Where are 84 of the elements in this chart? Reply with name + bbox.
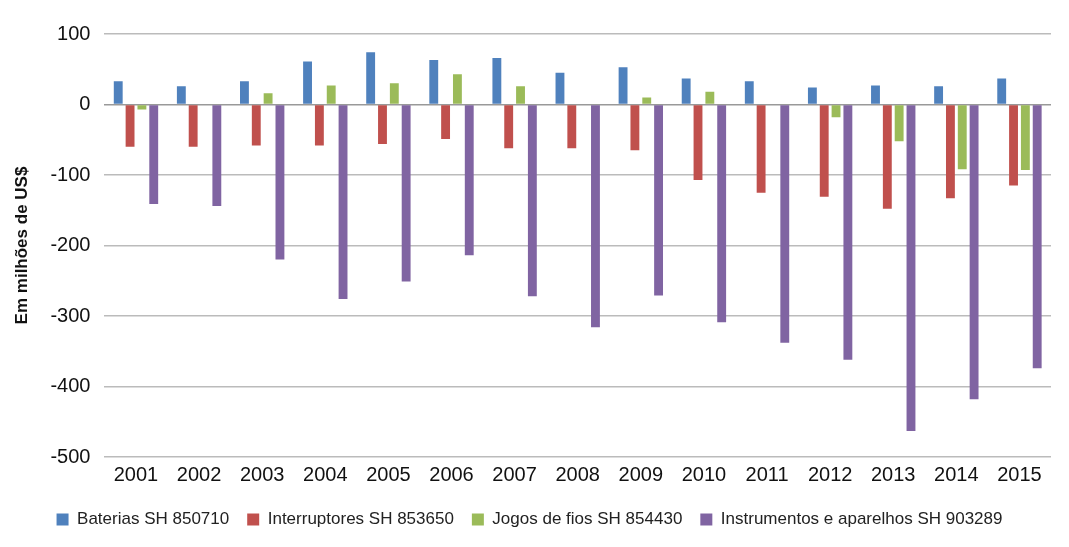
- x-tick-label: 2013: [870, 462, 916, 485]
- y-tick-label: -100: [50, 162, 91, 185]
- bar: [251, 105, 261, 146]
- bar: [906, 105, 916, 431]
- bar: [1032, 105, 1042, 369]
- x-tick-label: 2001: [113, 462, 159, 485]
- bar: [303, 61, 312, 104]
- bar: [188, 105, 198, 147]
- bar: [516, 86, 525, 104]
- x-tick-label: 2002: [176, 462, 222, 485]
- x-tick-label: 2015: [997, 462, 1042, 485]
- bar: [137, 105, 147, 110]
- bar: [504, 105, 514, 149]
- y-tick-label: -500: [50, 444, 91, 467]
- bar: [780, 105, 790, 343]
- bar: [176, 86, 186, 104]
- bar: [693, 105, 703, 180]
- bar: [275, 105, 285, 260]
- legend-label: Instrumentos e aparelhos SH 903289: [720, 509, 1003, 529]
- bar: [705, 91, 715, 104]
- x-tick-label: 2008: [555, 462, 600, 485]
- bar: [378, 105, 387, 144]
- x-tick-label: 2012: [807, 462, 853, 485]
- bar: [149, 105, 159, 204]
- bar: [441, 105, 451, 140]
- x-tick-label: 2011: [745, 462, 789, 485]
- bar: [1009, 105, 1018, 186]
- x-tick-label: 2014: [934, 462, 979, 485]
- x-tick-label: 2003: [239, 462, 285, 485]
- y-tick-label: -400: [50, 374, 91, 397]
- bar: [681, 78, 691, 104]
- bar: [555, 72, 565, 104]
- bar: [389, 83, 399, 104]
- bar: [831, 105, 841, 118]
- bar: [240, 81, 249, 104]
- bar: [871, 85, 880, 104]
- bar: [464, 105, 474, 256]
- bar: [756, 105, 766, 193]
- bar: [969, 105, 979, 400]
- x-tick-label: 2006: [429, 462, 474, 485]
- bar: [630, 105, 640, 151]
- bar: [492, 57, 502, 104]
- bar: [744, 81, 754, 104]
- bar: [1020, 105, 1030, 171]
- bar: [314, 105, 324, 146]
- y-axis-title: Em milhões de US$: [11, 166, 31, 325]
- y-tick-label: -200: [50, 233, 91, 256]
- bar: [717, 105, 727, 323]
- x-tick-label: 2010: [681, 462, 727, 485]
- bar: [263, 93, 273, 104]
- bar: [819, 105, 829, 197]
- bar: [366, 52, 376, 104]
- legend-label: Jogos de fios SH 854430: [492, 509, 683, 529]
- bar: [212, 105, 222, 207]
- legend-label: Interruptores SH 853650: [267, 509, 454, 529]
- bar: [843, 105, 853, 360]
- bar: [654, 105, 664, 296]
- bar: [567, 105, 577, 149]
- bar: [618, 67, 628, 104]
- y-tick-label: 100: [57, 21, 91, 44]
- bar: [882, 105, 892, 209]
- y-tick-label: 0: [79, 92, 91, 115]
- y-tick-label: -300: [50, 303, 91, 326]
- bar: [957, 105, 967, 170]
- bar: [945, 105, 955, 199]
- bar: [894, 105, 904, 142]
- bar: [113, 81, 123, 104]
- bar: [934, 86, 944, 104]
- bar: [591, 105, 600, 328]
- bar: [125, 105, 135, 147]
- bar: [452, 74, 462, 104]
- bar: [997, 78, 1007, 104]
- x-tick-label: 2005: [366, 462, 411, 485]
- bar: [807, 87, 817, 104]
- legend-label: Baterias SH 850710: [77, 509, 230, 529]
- x-tick-label: 2009: [618, 462, 664, 485]
- bar: [429, 60, 439, 104]
- bar: [527, 105, 537, 297]
- bar: [642, 97, 652, 104]
- bar: [338, 105, 348, 300]
- x-tick-label: 2007: [492, 462, 537, 485]
- x-tick-label: 2004: [303, 462, 348, 485]
- bar: [326, 85, 336, 104]
- bar: [401, 105, 411, 282]
